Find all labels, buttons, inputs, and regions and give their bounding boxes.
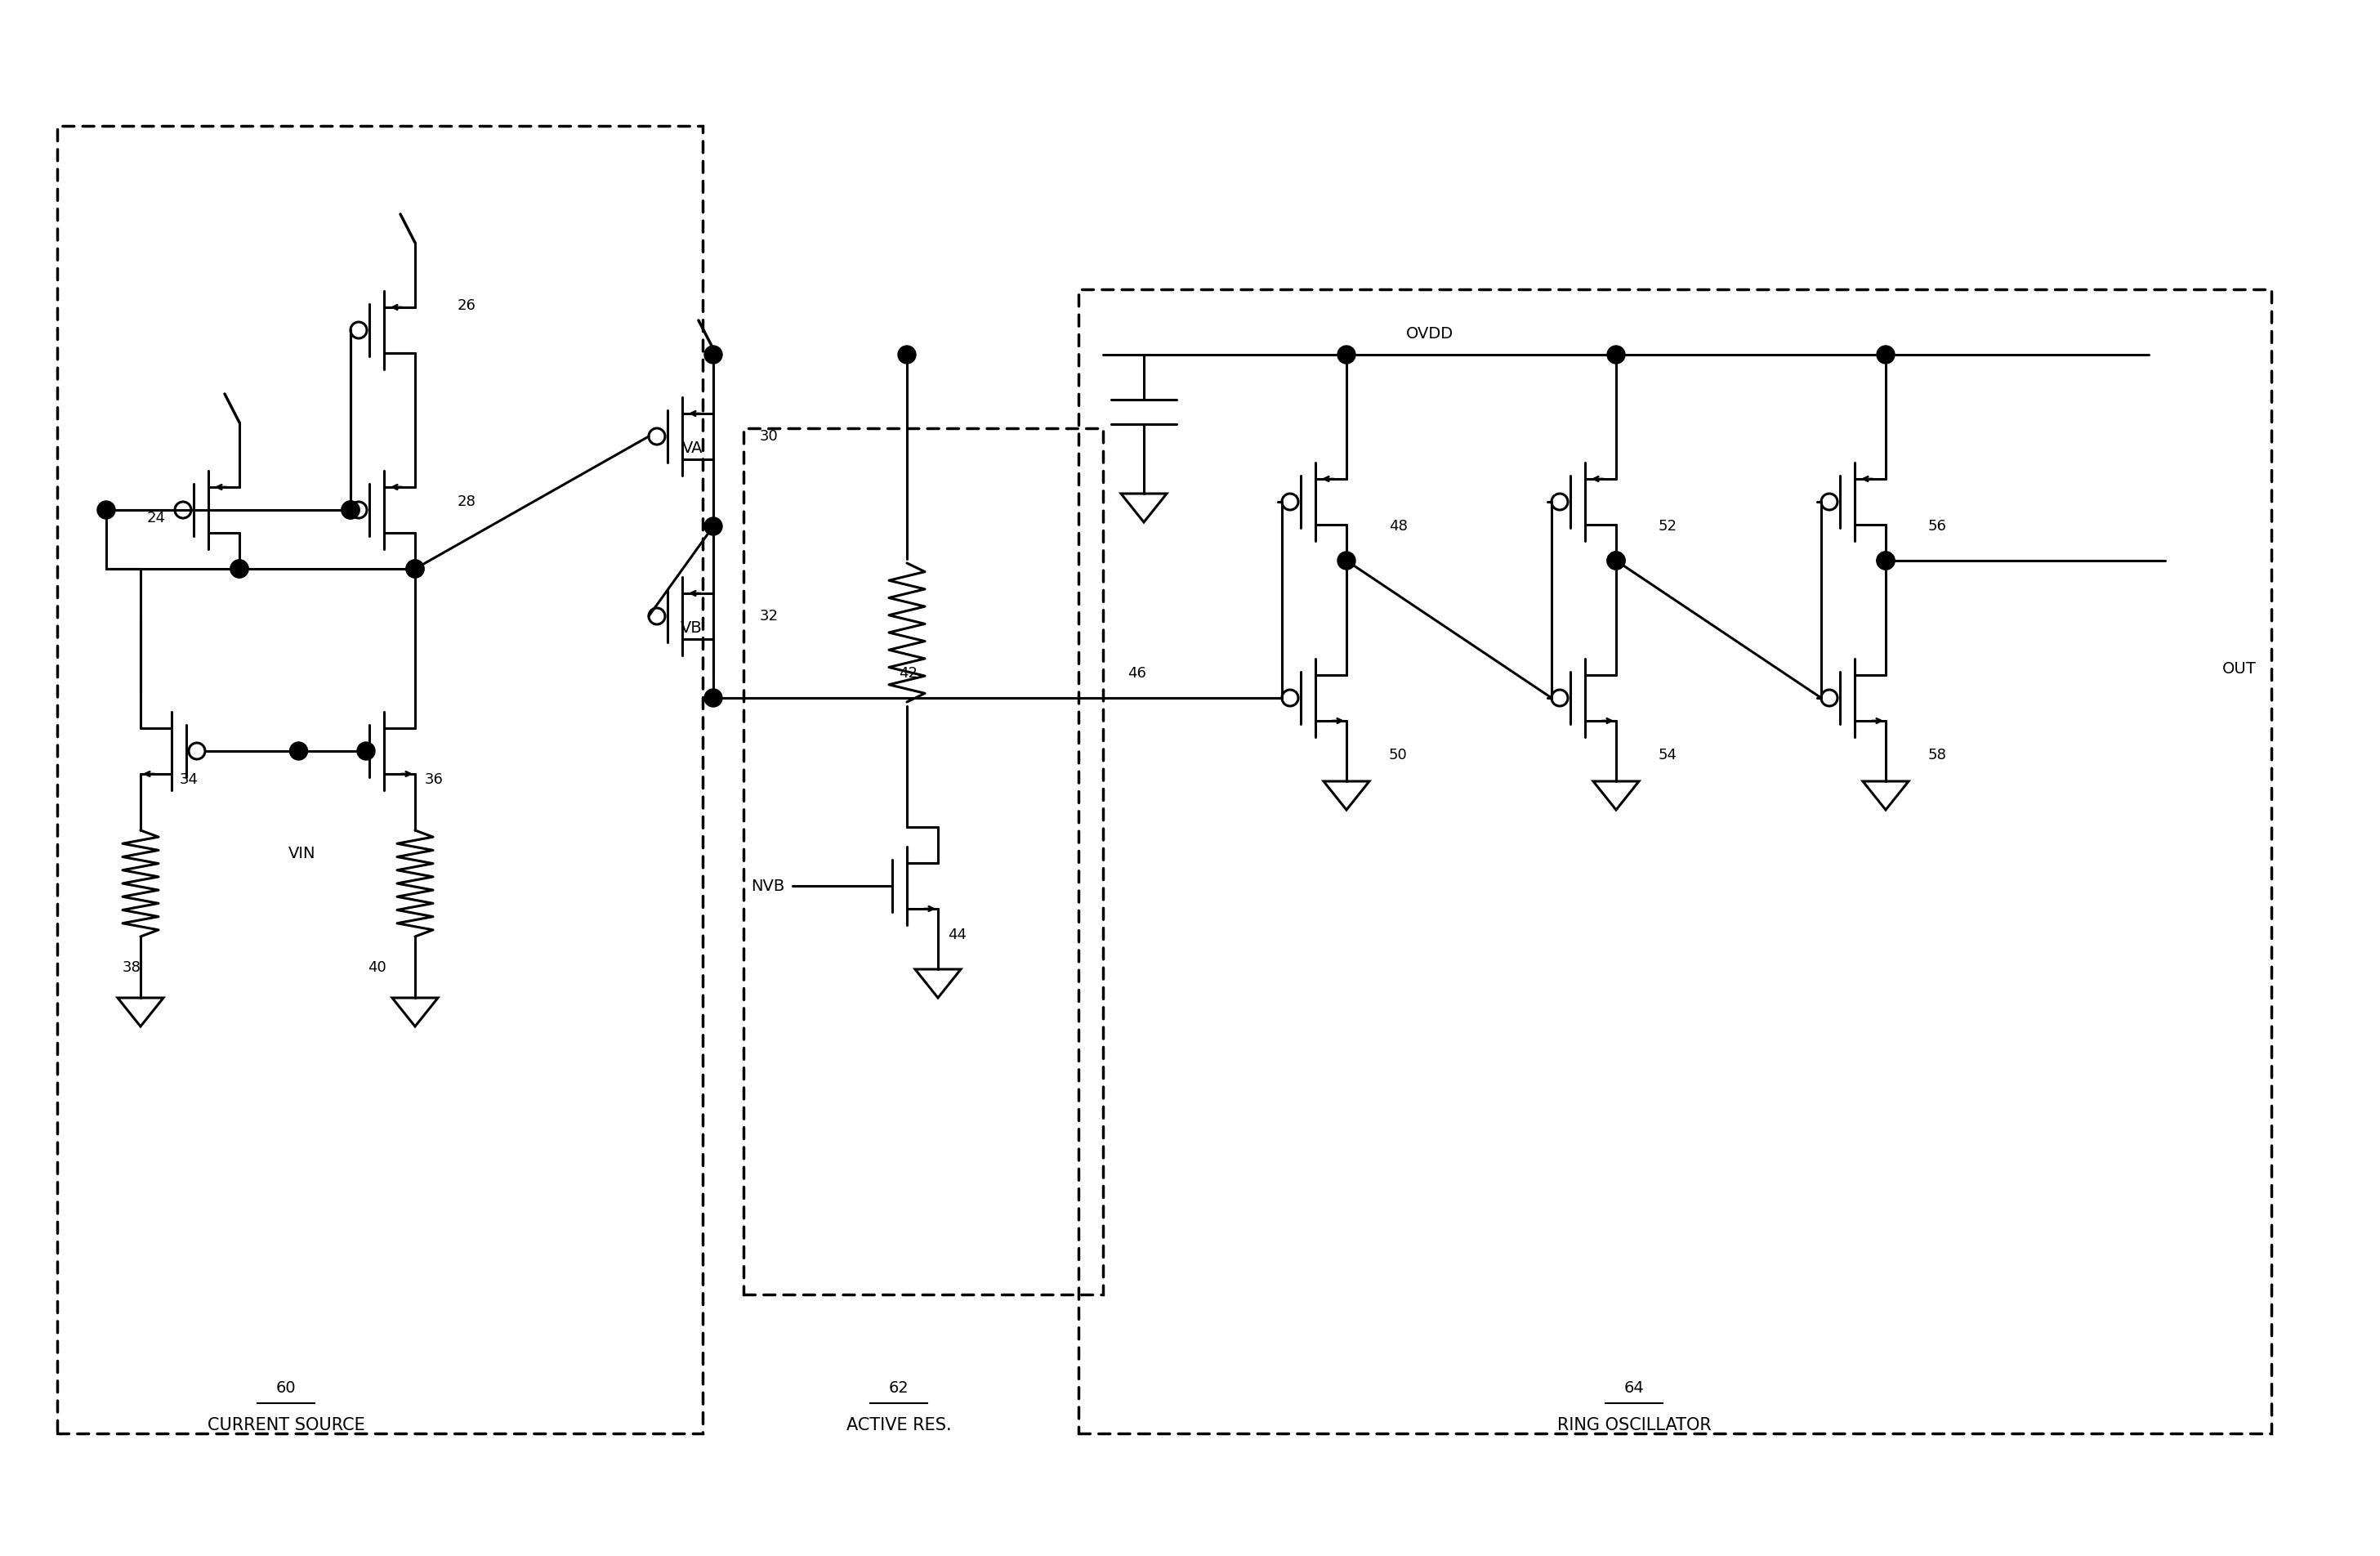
Circle shape bbox=[1606, 552, 1626, 569]
Circle shape bbox=[1878, 345, 1894, 364]
Circle shape bbox=[1338, 552, 1357, 569]
Circle shape bbox=[1606, 552, 1626, 569]
Text: 44: 44 bbox=[947, 927, 966, 943]
Text: 26: 26 bbox=[457, 299, 476, 313]
Circle shape bbox=[340, 501, 359, 520]
Text: RING OSCILLATOR: RING OSCILLATOR bbox=[1557, 1418, 1711, 1433]
Circle shape bbox=[704, 517, 721, 535]
Circle shape bbox=[704, 689, 721, 706]
Text: 56: 56 bbox=[1928, 520, 1947, 534]
Text: 46: 46 bbox=[1128, 666, 1147, 682]
Text: 50: 50 bbox=[1390, 748, 1407, 762]
Circle shape bbox=[407, 560, 424, 577]
Circle shape bbox=[231, 560, 248, 577]
Text: 54: 54 bbox=[1659, 748, 1678, 762]
Text: 64: 64 bbox=[1623, 1380, 1645, 1396]
Text: 34: 34 bbox=[181, 772, 198, 787]
Circle shape bbox=[1338, 345, 1357, 364]
Text: OUT: OUT bbox=[2223, 661, 2256, 677]
Text: 58: 58 bbox=[1928, 748, 1947, 762]
Circle shape bbox=[1606, 345, 1626, 364]
Circle shape bbox=[290, 742, 307, 759]
Text: 38: 38 bbox=[121, 960, 140, 976]
Text: 48: 48 bbox=[1390, 520, 1407, 534]
Text: 30: 30 bbox=[759, 429, 778, 443]
Text: 40: 40 bbox=[367, 960, 386, 976]
Text: NVB: NVB bbox=[750, 878, 785, 893]
Circle shape bbox=[1878, 552, 1894, 569]
Text: 62: 62 bbox=[888, 1380, 909, 1396]
Circle shape bbox=[1878, 552, 1894, 569]
Text: VIN: VIN bbox=[288, 845, 317, 860]
Text: CURRENT SOURCE: CURRENT SOURCE bbox=[207, 1418, 364, 1433]
Text: ACTIVE RES.: ACTIVE RES. bbox=[847, 1418, 952, 1433]
Text: 28: 28 bbox=[457, 495, 476, 509]
Text: 52: 52 bbox=[1659, 520, 1678, 534]
Text: 42: 42 bbox=[900, 666, 919, 682]
Circle shape bbox=[704, 345, 721, 364]
Circle shape bbox=[340, 501, 359, 520]
Text: 60: 60 bbox=[276, 1380, 295, 1396]
Text: OVDD: OVDD bbox=[1407, 327, 1454, 342]
Circle shape bbox=[407, 560, 424, 577]
Circle shape bbox=[231, 560, 248, 577]
Circle shape bbox=[897, 345, 916, 364]
Text: VA: VA bbox=[681, 440, 702, 456]
Text: 36: 36 bbox=[426, 772, 443, 787]
Text: 32: 32 bbox=[759, 608, 778, 624]
Circle shape bbox=[357, 742, 376, 759]
Text: VB: VB bbox=[681, 621, 702, 636]
Text: 24: 24 bbox=[148, 510, 167, 526]
Circle shape bbox=[98, 501, 114, 520]
